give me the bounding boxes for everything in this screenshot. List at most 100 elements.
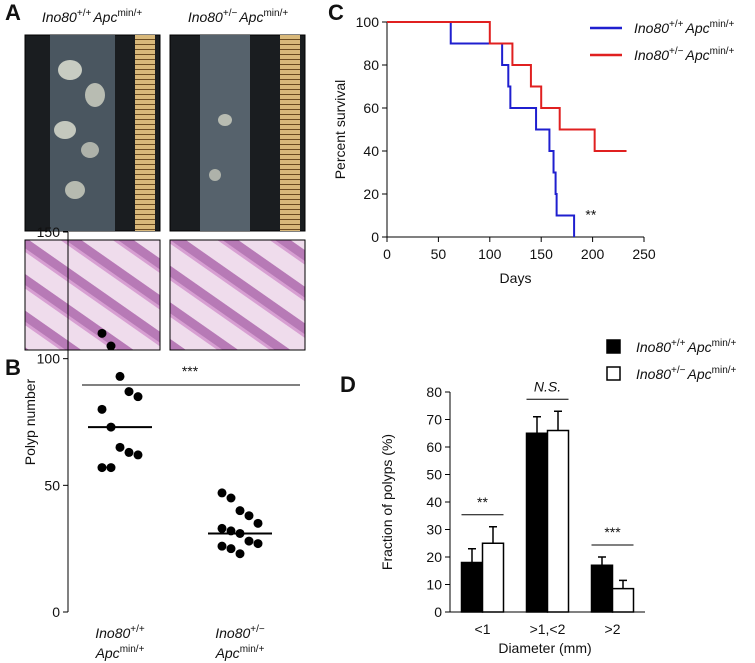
y-tick-label: 20	[426, 549, 442, 565]
annotation: ***	[182, 363, 199, 379]
gene: Ino80	[188, 9, 223, 25]
dot	[97, 404, 107, 414]
dot	[217, 541, 227, 551]
gene-sup: +/+	[130, 624, 145, 635]
error-bar	[554, 410, 562, 431]
bar	[525, 432, 549, 613]
x-tick-label: Ino80+/+	[95, 624, 145, 641]
x-tick-label: 250	[632, 246, 656, 262]
gene: Ino80	[634, 47, 669, 63]
gene: Ino80	[636, 366, 671, 382]
y-axis-label: Polyp number	[22, 378, 38, 465]
dot	[97, 328, 107, 338]
dot	[97, 463, 107, 473]
polyp	[65, 181, 85, 199]
gene-sup: +/−	[669, 46, 684, 57]
bar	[546, 429, 570, 613]
dot	[115, 371, 125, 381]
survival-curve	[387, 21, 627, 152]
dot	[217, 523, 227, 533]
legend-swatch	[606, 339, 621, 354]
panel-label: A	[5, 0, 21, 25]
apc: Apc	[685, 47, 710, 63]
dot	[244, 511, 254, 521]
error-bar	[533, 416, 541, 434]
y-tick-label: 20	[363, 186, 379, 202]
gene-sup: +/+	[669, 19, 684, 30]
gene: Ino80	[634, 20, 669, 36]
y-tick-label: 60	[363, 100, 379, 116]
apc-sup: min/+	[712, 338, 737, 349]
histology	[24, 239, 161, 351]
error-bar	[468, 548, 476, 563]
y-tick-label: 0	[434, 604, 442, 620]
x-tick-label: Ino80+/−	[215, 624, 265, 641]
apc-sup: min/+	[240, 644, 265, 655]
y-axis-label: Percent survival	[332, 80, 348, 180]
y-tick-label: 40	[363, 143, 379, 159]
apc: Apc	[687, 366, 712, 382]
legend-label: Ino80+/− Apcmin/+	[636, 365, 737, 382]
panel-label: D	[340, 372, 356, 397]
y-tick-label: 80	[363, 57, 379, 73]
bar	[460, 561, 484, 613]
x-tick-label: 150	[530, 246, 554, 262]
y-tick-label: 80	[426, 384, 442, 400]
x-tick-label: >2	[605, 621, 621, 637]
x-tick-label: 100	[478, 246, 502, 262]
gene-sup: +/+	[671, 338, 686, 349]
image-label: Ino80+/+ Apcmin/+	[42, 8, 143, 25]
gene: Ino80	[636, 339, 671, 355]
polyp	[81, 142, 99, 158]
dot	[253, 518, 263, 528]
apc: Apc	[95, 645, 120, 661]
apc-sup: min/+	[117, 8, 142, 19]
x-axis-label: Diameter (mm)	[498, 640, 591, 656]
legend-label: Ino80+/+ Apcmin/+	[636, 338, 737, 355]
dot	[253, 539, 263, 549]
image-label: Ino80+/− Apcmin/+	[188, 8, 289, 25]
apc: Apc	[238, 9, 263, 25]
dot	[133, 450, 143, 460]
y-tick-label: 50	[44, 477, 60, 493]
error-bar	[619, 579, 627, 589]
bar	[611, 587, 635, 613]
gene: Ino80	[95, 625, 130, 641]
y-tick-label: 100	[356, 14, 380, 30]
ruler	[135, 35, 155, 231]
dot	[235, 549, 245, 559]
annotation: **	[585, 207, 596, 223]
apc-sup: min/+	[710, 46, 735, 57]
polyp	[54, 121, 76, 139]
intestine	[200, 35, 250, 231]
apc-sup: min/+	[712, 365, 737, 376]
dot	[244, 536, 254, 546]
x-tick-label: 200	[581, 246, 605, 262]
y-tick-label: 70	[426, 412, 442, 428]
dot	[106, 341, 116, 351]
x-tick-label: Apcmin/+	[215, 644, 265, 661]
y-tick-label: 150	[37, 224, 61, 240]
dot	[124, 447, 134, 457]
gene: Ino80	[42, 9, 77, 25]
error-bar	[598, 556, 606, 566]
y-tick-label: 100	[37, 351, 61, 367]
dot	[115, 442, 125, 452]
apc: Apc	[215, 645, 240, 661]
x-tick-label: 0	[383, 246, 391, 262]
x-tick-label: <1	[475, 621, 491, 637]
y-tick-label: 0	[371, 229, 379, 245]
apc-sup: min/+	[710, 19, 735, 30]
gene: Ino80	[215, 625, 250, 641]
annotation: N.S.	[534, 378, 561, 394]
bar	[481, 542, 505, 613]
legend-label: Ino80+/− Apcmin/+	[634, 46, 735, 63]
survival-curve	[387, 21, 576, 237]
legend-swatch	[606, 366, 621, 381]
x-tick-label: >1,<2	[530, 621, 566, 637]
intestine-images	[24, 34, 306, 351]
apc-sup: min/+	[263, 8, 288, 19]
dot	[226, 493, 236, 503]
x-axis-label: Days	[500, 270, 532, 286]
polyp	[209, 169, 221, 181]
